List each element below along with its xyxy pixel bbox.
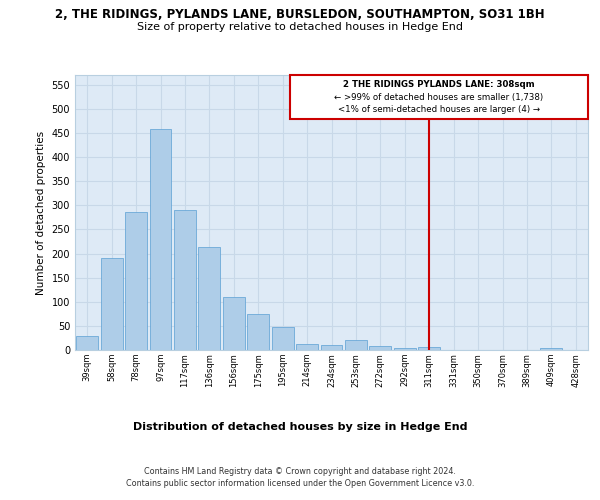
- Bar: [247, 314, 269, 350]
- Text: Contains public sector information licensed under the Open Government Licence v3: Contains public sector information licen…: [126, 479, 474, 488]
- Bar: [418, 347, 440, 350]
- Bar: [296, 344, 318, 350]
- Bar: [223, 298, 245, 350]
- Bar: [394, 348, 416, 350]
- FancyBboxPatch shape: [290, 75, 588, 120]
- Text: Distribution of detached houses by size in Hedge End: Distribution of detached houses by size …: [133, 422, 467, 432]
- Text: <1% of semi-detached houses are larger (4) →: <1% of semi-detached houses are larger (…: [338, 105, 540, 114]
- Text: ← >99% of detached houses are smaller (1,738): ← >99% of detached houses are smaller (1…: [334, 92, 544, 102]
- Text: 2, THE RIDINGS, PYLANDS LANE, BURSLEDON, SOUTHAMPTON, SO31 1BH: 2, THE RIDINGS, PYLANDS LANE, BURSLEDON,…: [55, 8, 545, 20]
- Bar: [320, 344, 343, 350]
- Bar: [541, 348, 562, 350]
- Bar: [174, 210, 196, 350]
- Bar: [272, 328, 293, 350]
- Text: Contains HM Land Registry data © Crown copyright and database right 2024.: Contains HM Land Registry data © Crown c…: [144, 468, 456, 476]
- Bar: [370, 346, 391, 350]
- Bar: [149, 129, 172, 350]
- Text: 2 THE RIDINGS PYLANDS LANE: 308sqm: 2 THE RIDINGS PYLANDS LANE: 308sqm: [343, 80, 535, 89]
- Bar: [345, 340, 367, 350]
- Text: Size of property relative to detached houses in Hedge End: Size of property relative to detached ho…: [137, 22, 463, 32]
- Bar: [125, 212, 147, 350]
- Y-axis label: Number of detached properties: Number of detached properties: [36, 130, 46, 294]
- Bar: [76, 336, 98, 350]
- Bar: [199, 247, 220, 350]
- Bar: [101, 258, 122, 350]
